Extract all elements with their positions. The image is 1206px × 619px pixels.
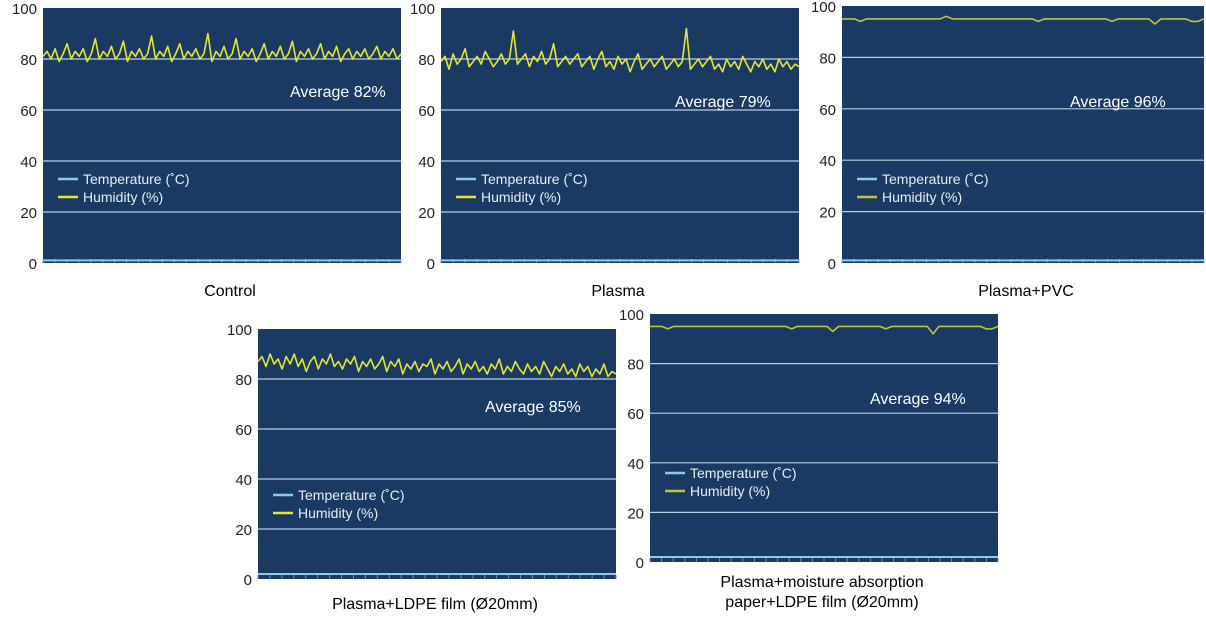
y-tick-label: 20 [418,205,435,222]
y-tick-label: 40 [627,456,644,473]
y-tick-label: 100 [811,0,836,16]
y-tick-label: 40 [235,472,252,489]
chart-svg: 0 20 40 60 80 100 Temperature (˚C) Humidity (%)… [811,0,1205,273]
legend-label-humidity: Humidity (%) [83,189,163,205]
y-tick-label: 80 [418,52,435,69]
legend-label-temperature: Temperature (˚C) [481,171,588,187]
legend-label-temperature: Temperature (˚C) [882,171,989,187]
chart-caption: Control [70,282,390,302]
y-tick-label: 0 [828,256,836,273]
y-tick-label: 100 [227,322,252,339]
y-tick-label: 0 [29,256,37,273]
chart-caption-line: Plasma [591,283,645,300]
legend-label-humidity: Humidity (%) [298,505,378,521]
legend-label-temperature: Temperature (˚C) [690,465,797,481]
y-tick-label: 100 [12,1,37,18]
y-tick-label: 100 [410,1,435,18]
y-tick-label: 60 [418,103,435,120]
y-tick-label: 60 [627,406,644,423]
chart-panel-plasma-pvc: 0 20 40 60 80 100 Temperature (˚C) Humidity (%)… [806,0,1206,305]
humidity-series-line [42,32,402,63]
legend-label-temperature: Temperature (˚C) [298,487,405,503]
y-tick-label: 20 [819,205,836,222]
chart-caption-line: Plasma+moisture absorption [720,574,924,591]
humidity-series-line [257,353,617,378]
chart-panel-control: 0 20 40 60 80 100 Temperature (˚C) Humidity (%)… [0,0,403,305]
chart-svg: 0 20 40 60 80 100 Temperature (˚C) Humidity (%)… [227,322,617,589]
y-tick-label: 20 [235,522,252,539]
average-annotation: Average 94% [870,391,966,408]
chart-caption: Plasma+PVC [866,282,1186,302]
y-tick-label: 20 [20,205,37,222]
chart-caption-line: Control [204,283,256,300]
chart-caption-line: Plasma+LDPE film (Ø20mm) [332,596,538,613]
chart-panel-plasma-absorption-ldpe: 0 20 40 60 80 100 Temperature (˚C) Humidity (%)… [600,305,1206,619]
average-annotation: Average 79% [675,94,771,111]
y-tick-label: 80 [20,52,37,69]
y-tick-label: 80 [627,357,644,374]
y-tick-label: 20 [627,505,644,522]
legend-label-temperature: Temperature (˚C) [83,171,190,187]
chart-caption: Plasma [458,282,778,302]
chart-caption: Plasma+LDPE film (Ø20mm) [275,595,595,615]
y-tick-label: 40 [819,153,836,170]
chart-caption: Plasma+moisture absorption paper+LDPE fil… [662,573,982,613]
legend-label-humidity: Humidity (%) [882,189,962,205]
plot-area [650,314,998,562]
humidity-series-line [650,325,999,335]
y-tick-label: 40 [20,154,37,171]
chart-svg: 0 20 40 60 80 100 Temperature (˚C) Humidity (%)… [619,307,999,572]
chart-caption-line: paper+LDPE film (Ø20mm) [725,594,919,611]
y-tick-label: 60 [819,102,836,119]
y-tick-label: 0 [427,256,435,273]
chart-caption-line: Plasma+PVC [978,283,1074,300]
y-tick-label: 100 [619,307,644,324]
chart-svg: 0 20 40 60 80 100 Temperature (˚C) Humidity (%)… [410,1,800,273]
y-tick-label: 40 [418,154,435,171]
plot-area [441,8,799,263]
average-annotation: Average 85% [485,399,581,416]
y-tick-label: 60 [235,422,252,439]
y-tick-label: 0 [244,572,252,589]
y-tick-label: 60 [20,103,37,120]
humidity-series-line [842,15,1205,25]
average-annotation: Average 96% [1070,94,1166,111]
y-tick-label: 80 [235,372,252,389]
average-annotation: Average 82% [290,84,386,101]
humidity-series-line [440,27,800,73]
y-tick-label: 80 [819,50,836,67]
plot-area [842,6,1204,263]
legend-label-humidity: Humidity (%) [690,483,770,499]
y-tick-label: 0 [636,555,644,572]
chart-svg: 0 20 40 60 80 100 Temperature (˚C) Humidity (%)… [12,1,402,273]
legend-label-humidity: Humidity (%) [481,189,561,205]
chart-panel-plasma: 0 20 40 60 80 100 Temperature (˚C) Humidity (%)… [403,0,806,305]
chart-panel-plasma-ldpe: 0 20 40 60 80 100 Temperature (˚C) Humidity (%)… [0,305,620,619]
